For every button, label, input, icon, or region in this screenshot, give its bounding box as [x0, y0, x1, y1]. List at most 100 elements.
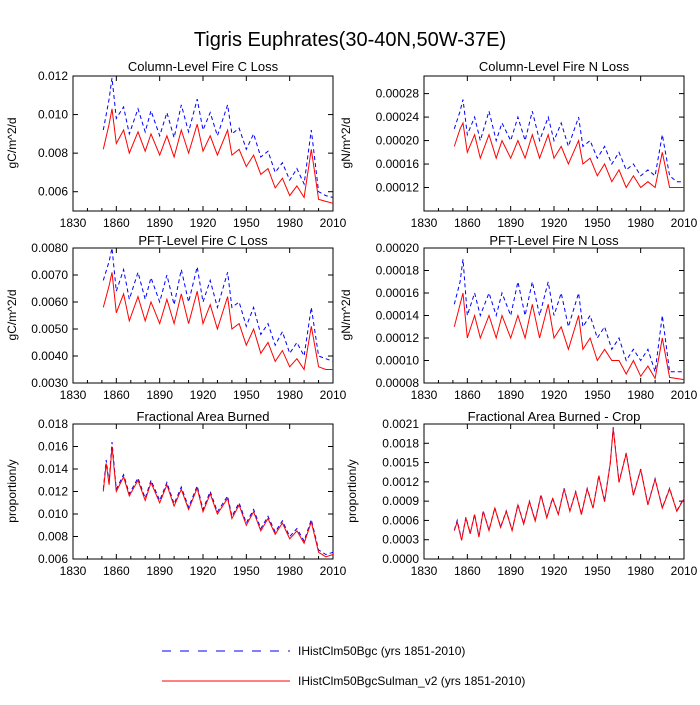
y-tick-label: 0.00020	[376, 241, 420, 255]
series-line-ihistclm50bgc	[453, 427, 685, 540]
panel-title: PFT-Level Fire N Loss	[489, 233, 619, 248]
x-tick-label: 1980	[276, 564, 303, 578]
x-tick-label: 2010	[320, 388, 347, 402]
x-tick-label: 2010	[671, 564, 698, 578]
y-tick-label: 0.0030	[31, 376, 68, 390]
panel-column-fire-n: Column-Level Fire N Loss gN/m^2/d 1830 18…	[339, 59, 698, 230]
axis-ticks: 1830 1860 1890 1920 1950 1980 2010 0.0030 0.0040…	[31, 241, 346, 402]
x-tick-label: 1920	[190, 388, 217, 402]
y-tick-label: 0.006	[38, 185, 68, 199]
x-tick-label: 1980	[627, 216, 654, 230]
y-axis-label: gN/m^2/d	[339, 290, 353, 341]
x-tick-label: 1860	[454, 388, 481, 402]
x-tick-label: 1860	[103, 564, 130, 578]
y-tick-label: 0.00016	[376, 157, 420, 171]
x-tick-label: 1830	[60, 564, 87, 578]
series-line-ihistclm50bgcsulman-v2	[453, 121, 684, 189]
panel-fractional-area-burned-crop: Fractional Area Burned - Crop proportion…	[345, 409, 698, 578]
y-tick-label: 0.0015	[382, 456, 419, 470]
series-line-ihistclm50bgc	[102, 441, 334, 556]
y-tick-label: 0.00012	[376, 181, 420, 195]
panel-pft-fire-c: PFT-Level Fire C Loss gC/m^2/d 1830 1860 1…	[5, 233, 347, 402]
y-tick-label: 0.018	[38, 417, 68, 431]
x-tick-label: 1830	[411, 564, 438, 578]
y-tick-label: 0.0003	[382, 533, 419, 547]
y-tick-label: 0.0080	[31, 241, 68, 255]
x-tick-label: 1830	[411, 216, 438, 230]
series-line-ihistclm50bgcsulman-v2	[102, 272, 333, 371]
x-tick-label: 2010	[671, 216, 698, 230]
series-lines	[102, 441, 334, 558]
series-line-ihistclm50bgc	[453, 259, 684, 373]
y-tick-label: 0.0009	[382, 494, 419, 508]
series-lines	[453, 427, 685, 541]
x-tick-label: 1920	[190, 216, 217, 230]
panel-frame	[423, 75, 685, 212]
y-tick-label: 0.0050	[31, 322, 68, 336]
x-tick-label: 1950	[233, 564, 260, 578]
legend: IHistClm50Bgc (yrs 1851-2010) IHistClm50…	[162, 644, 525, 688]
y-tick-label: 0.00014	[376, 309, 420, 323]
axis-ticks: 1830 1860 1890 1920 1950 1980 2010 0.00012 0.000…	[376, 76, 698, 230]
x-tick-label: 1980	[276, 388, 303, 402]
y-tick-label: 0.0000	[382, 552, 419, 566]
y-axis-label: gC/m^2/d	[5, 118, 19, 169]
series-lines	[453, 259, 685, 381]
y-axis-label: gC/m^2/d	[5, 290, 19, 341]
x-tick-label: 1890	[146, 564, 173, 578]
series-lines	[102, 77, 334, 204]
x-tick-label: 1890	[497, 564, 524, 578]
figure-title: Tigris Euphrates(30-40N,50W-37E)	[194, 29, 506, 51]
x-tick-label: 1980	[627, 388, 654, 402]
y-tick-label: 0.006	[38, 552, 68, 566]
y-tick-label: 0.00018	[376, 264, 420, 278]
panel-frame	[72, 247, 334, 384]
series-line-ihistclm50bgcsulman-v2	[102, 108, 334, 204]
x-tick-label: 1890	[497, 216, 524, 230]
x-tick-label: 1830	[60, 388, 87, 402]
y-tick-label: 0.012	[38, 69, 68, 83]
x-tick-label: 1950	[233, 388, 260, 402]
x-tick-label: 1950	[233, 216, 260, 230]
series-line-ihistclm50bgc	[453, 99, 684, 183]
y-tick-label: 0.012	[38, 485, 68, 499]
y-tick-label: 0.0070	[31, 268, 68, 282]
panel-title: Column-Level Fire N Loss	[479, 59, 630, 74]
series-line-ihistclm50bgc	[102, 77, 334, 198]
panel-title: Fractional Area Burned	[137, 409, 270, 424]
panel-title: Fractional Area Burned - Crop	[468, 409, 641, 424]
axis-ticks: 1830 1860 1890 1920 1950 1980 2010 0.0000 0.0003…	[382, 417, 697, 578]
x-tick-label: 1860	[103, 388, 130, 402]
x-tick-label: 1920	[541, 564, 568, 578]
panel-fractional-area-burned: Fractional Area Burned proportion/y 1830…	[5, 409, 347, 578]
axis-ticks: 1830 1860 1890 1920 1950 1980 2010 0.00008 0.000…	[376, 241, 698, 402]
y-tick-label: 0.0021	[382, 417, 419, 431]
x-tick-label: 2010	[671, 388, 698, 402]
legend-label: IHistClm50Bgc (yrs 1851-2010)	[298, 644, 465, 658]
panel-frame	[72, 75, 334, 212]
x-tick-label: 1860	[103, 216, 130, 230]
y-tick-label: 0.0012	[382, 475, 419, 489]
y-tick-label: 0.010	[38, 108, 68, 122]
y-tick-label: 0.008	[38, 530, 68, 544]
x-tick-label: 1920	[190, 564, 217, 578]
y-tick-label: 0.00016	[376, 286, 420, 300]
y-tick-label: 0.0006	[382, 513, 419, 527]
axis-ticks: 1830 1860 1890 1920 1950 1980 2010 0.006 0.008 0.…	[38, 417, 347, 578]
axis-ticks: 1830 1860 1890 1920 1950 1980 2010 0.006 0.008 0.…	[38, 69, 347, 230]
y-tick-label: 0.0040	[31, 349, 68, 363]
x-tick-label: 1950	[584, 564, 611, 578]
panel-title: PFT-Level Fire C Loss	[138, 233, 268, 248]
y-tick-label: 0.00028	[376, 87, 420, 101]
x-tick-label: 1830	[411, 388, 438, 402]
x-tick-label: 2010	[320, 216, 347, 230]
x-tick-label: 1980	[627, 564, 654, 578]
x-tick-label: 1980	[276, 216, 303, 230]
legend-label: IHistClm50BgcSulman_v2 (yrs 1851-2010)	[298, 674, 525, 688]
series-line-ihistclm50bgcsulman-v2	[453, 292, 685, 381]
x-tick-label: 1890	[497, 388, 524, 402]
x-tick-label: 2010	[320, 564, 347, 578]
y-tick-label: 0.00010	[376, 354, 420, 368]
x-tick-label: 1890	[146, 388, 173, 402]
